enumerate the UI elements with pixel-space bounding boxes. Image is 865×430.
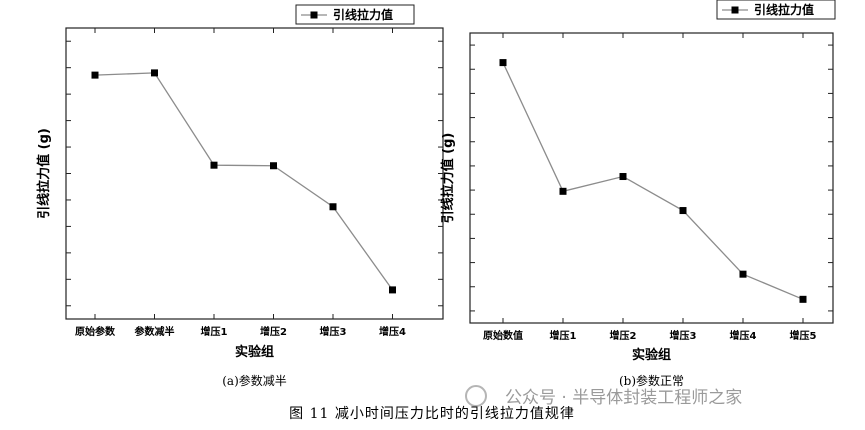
plot-frame-b bbox=[469, 32, 834, 324]
data-point-b bbox=[799, 295, 807, 303]
x-tick-label-a: 参数减半 bbox=[135, 325, 175, 338]
series-line-a bbox=[94, 72, 394, 291]
figure-caption: 图 11 减小时间压力比时的引线拉力值规律 bbox=[289, 406, 575, 422]
x-tick-label-a: 增压2 bbox=[260, 325, 287, 338]
data-point-a bbox=[91, 71, 99, 79]
chart-a: 原始参数 参数减半 增压1 增压2 增压3 增压4 实验组 引线拉力值 (g) (a)参数减半 引… bbox=[36, 4, 444, 388]
x-axis-label-a: 实验组 bbox=[235, 344, 274, 360]
data-point-a bbox=[389, 286, 396, 294]
x-tick-label-b: 增压5 bbox=[790, 329, 817, 342]
data-point-b bbox=[559, 187, 567, 195]
x-tick-label-a: 增压1 bbox=[201, 325, 228, 338]
data-point-a bbox=[270, 162, 277, 170]
watermark-text: 公众号 · 半导体封装工程师之家 bbox=[505, 388, 742, 408]
data-point-b bbox=[619, 173, 627, 181]
x-tick-label-b: 增压1 bbox=[550, 329, 577, 342]
y-axis-label-b: 引线拉力值 (g) bbox=[440, 133, 456, 224]
x-tick-label-b: 原始数值 bbox=[483, 329, 523, 342]
chart-b: 原始数值 增压1 增压2 增压3 增压4 增压5 实验组 引线拉力值 (g) (b)参数正常 引线… bbox=[440, 0, 836, 388]
legend-marker-a bbox=[310, 11, 318, 19]
x-tick-label-a: 增压3 bbox=[320, 325, 347, 338]
data-point-a bbox=[210, 161, 218, 169]
data-point-b bbox=[679, 207, 687, 215]
plot-frame-a bbox=[65, 27, 444, 320]
subtitle-a: (a)参数减半 bbox=[222, 373, 287, 388]
subtitle-b: (b)参数正常 bbox=[619, 373, 684, 388]
x-tick-label-a: 增压4 bbox=[379, 325, 406, 338]
data-point-a bbox=[151, 69, 158, 77]
wechat-icon bbox=[465, 385, 487, 407]
x-tick-label-b: 增压2 bbox=[610, 329, 637, 342]
x-tick-label-a: 原始参数 bbox=[75, 325, 116, 338]
data-point-a bbox=[329, 203, 337, 211]
legend-marker-b bbox=[731, 6, 739, 14]
x-tick-label-b: 增压4 bbox=[730, 329, 757, 342]
legend-label-a: 引线拉力值 bbox=[333, 7, 393, 22]
series-line-b bbox=[502, 62, 804, 300]
data-point-b bbox=[499, 59, 507, 67]
data-point-b bbox=[739, 270, 747, 278]
legend-box-a bbox=[295, 4, 415, 25]
x-tick-label-b: 增压3 bbox=[670, 329, 697, 342]
x-axis-label-b: 实验组 bbox=[632, 347, 671, 363]
legend-box-b bbox=[716, 0, 836, 20]
legend-label-b: 引线拉力值 bbox=[754, 2, 814, 17]
y-axis-label-a: 引线拉力值 (g) bbox=[36, 128, 52, 219]
